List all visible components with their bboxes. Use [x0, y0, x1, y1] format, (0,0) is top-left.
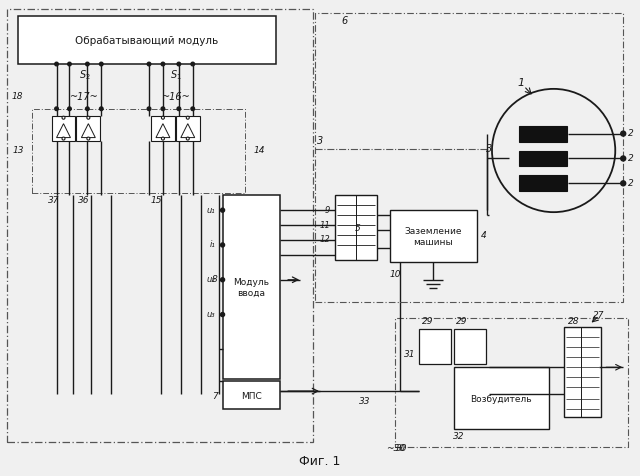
- Circle shape: [177, 62, 180, 66]
- Text: $S_1$: $S_1$: [170, 68, 182, 82]
- Text: 36: 36: [77, 196, 89, 205]
- Circle shape: [186, 116, 189, 119]
- Text: 3: 3: [317, 136, 323, 146]
- Bar: [32, 109, 245, 193]
- Text: 12: 12: [319, 236, 330, 245]
- Bar: [223, 195, 280, 379]
- Circle shape: [62, 137, 65, 140]
- Text: 32: 32: [453, 432, 465, 441]
- Circle shape: [86, 62, 89, 66]
- Text: ~30: ~30: [386, 444, 405, 453]
- Text: МПС: МПС: [241, 392, 262, 401]
- Text: 11: 11: [319, 220, 330, 229]
- Text: 30: 30: [396, 444, 407, 453]
- Circle shape: [147, 107, 151, 110]
- Text: 4: 4: [481, 230, 487, 239]
- Circle shape: [621, 156, 626, 161]
- Text: 2: 2: [628, 179, 634, 188]
- Text: Обрабатывающий модуль: Обрабатывающий модуль: [76, 36, 219, 46]
- Text: 8: 8: [212, 275, 218, 284]
- Text: 27: 27: [593, 311, 604, 320]
- Bar: [315, 13, 623, 302]
- Text: u₁: u₁: [207, 206, 216, 215]
- Text: u₃: u₃: [207, 310, 216, 319]
- Bar: [395, 317, 628, 447]
- Circle shape: [221, 243, 225, 247]
- Text: 29: 29: [422, 317, 433, 326]
- Circle shape: [68, 62, 71, 66]
- Circle shape: [177, 107, 180, 110]
- Bar: [7, 10, 313, 442]
- Bar: [335, 195, 377, 260]
- Circle shape: [55, 107, 58, 110]
- Circle shape: [68, 107, 71, 110]
- Text: i₁: i₁: [210, 240, 216, 249]
- Circle shape: [161, 62, 164, 66]
- Text: 5: 5: [355, 224, 361, 233]
- Circle shape: [161, 107, 164, 110]
- Text: Фиг. 1: Фиг. 1: [300, 455, 340, 468]
- Circle shape: [221, 278, 225, 282]
- Circle shape: [62, 116, 65, 119]
- Bar: [52, 116, 76, 140]
- Circle shape: [99, 107, 103, 110]
- Text: 2: 2: [628, 129, 634, 138]
- Bar: [519, 150, 566, 167]
- Bar: [176, 116, 200, 140]
- Text: 7: 7: [212, 392, 218, 401]
- Bar: [419, 329, 451, 364]
- Text: 10: 10: [390, 270, 401, 279]
- Circle shape: [99, 62, 103, 66]
- Text: ~16~: ~16~: [161, 92, 190, 102]
- Bar: [151, 116, 175, 140]
- Text: $S_2$: $S_2$: [79, 68, 90, 82]
- Circle shape: [147, 62, 151, 66]
- Text: Заземление
машины: Заземление машины: [404, 228, 462, 247]
- Bar: [18, 16, 276, 64]
- Text: 3: 3: [486, 144, 492, 154]
- Circle shape: [186, 137, 189, 140]
- Text: 13: 13: [12, 146, 24, 155]
- Text: 1: 1: [517, 78, 524, 88]
- Circle shape: [161, 137, 164, 140]
- Circle shape: [221, 208, 225, 212]
- Text: 31: 31: [404, 350, 415, 359]
- Bar: [519, 175, 566, 191]
- Bar: [76, 116, 100, 140]
- Text: 6: 6: [342, 16, 348, 26]
- Circle shape: [621, 131, 626, 136]
- Text: 33: 33: [359, 397, 371, 406]
- Text: 9: 9: [324, 206, 330, 215]
- Bar: [223, 381, 280, 409]
- Bar: [390, 210, 477, 262]
- Circle shape: [86, 107, 89, 110]
- Circle shape: [221, 313, 225, 317]
- Bar: [454, 329, 486, 364]
- Circle shape: [55, 62, 58, 66]
- Text: Модуль
ввода: Модуль ввода: [234, 278, 269, 298]
- Text: Возбудитель: Возбудитель: [470, 395, 532, 404]
- Bar: [519, 126, 566, 141]
- Circle shape: [87, 137, 90, 140]
- Circle shape: [191, 62, 195, 66]
- Text: 29: 29: [456, 317, 468, 326]
- Text: 14: 14: [253, 146, 265, 155]
- Text: ~17~: ~17~: [70, 92, 99, 102]
- Circle shape: [621, 181, 626, 186]
- Circle shape: [87, 116, 90, 119]
- Text: 15: 15: [150, 196, 162, 205]
- Text: 28: 28: [568, 317, 579, 326]
- Circle shape: [191, 107, 195, 110]
- Bar: [564, 327, 602, 417]
- Text: 2: 2: [628, 154, 634, 163]
- Text: 37: 37: [48, 196, 60, 205]
- Text: 18: 18: [12, 92, 23, 101]
- Circle shape: [161, 116, 164, 119]
- Text: u₂: u₂: [207, 275, 216, 284]
- Bar: [454, 367, 548, 429]
